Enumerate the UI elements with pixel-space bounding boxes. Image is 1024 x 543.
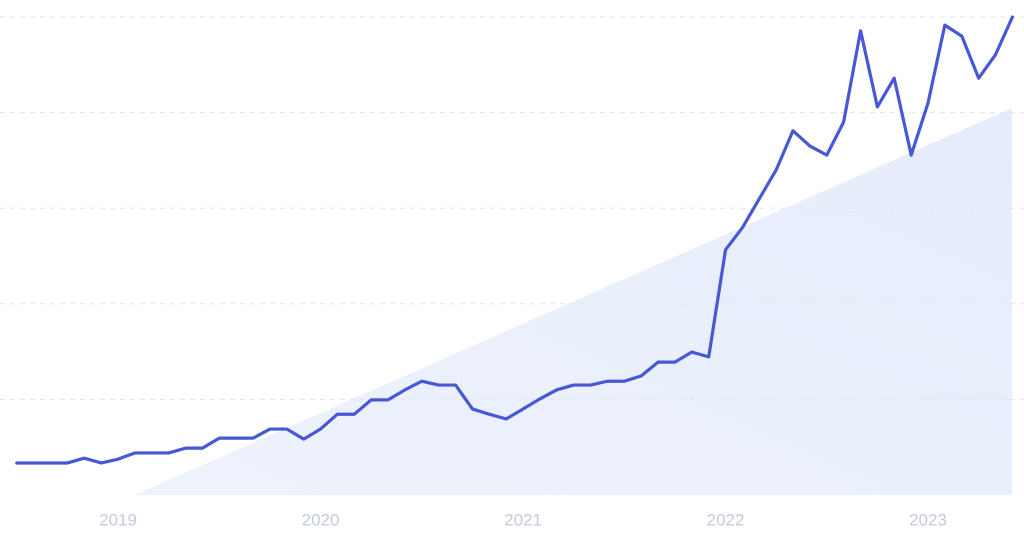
background-shade xyxy=(135,108,1012,495)
plot xyxy=(15,15,1015,465)
x-tick-label: 2023 xyxy=(909,510,947,529)
x-tick-label: 2022 xyxy=(707,510,745,529)
x-tick-label: 2020 xyxy=(302,510,340,529)
line xyxy=(15,15,1015,465)
grid xyxy=(0,16,1024,400)
x-tick-label: 2021 xyxy=(504,510,542,529)
x-tick-label: 2019 xyxy=(99,510,137,529)
